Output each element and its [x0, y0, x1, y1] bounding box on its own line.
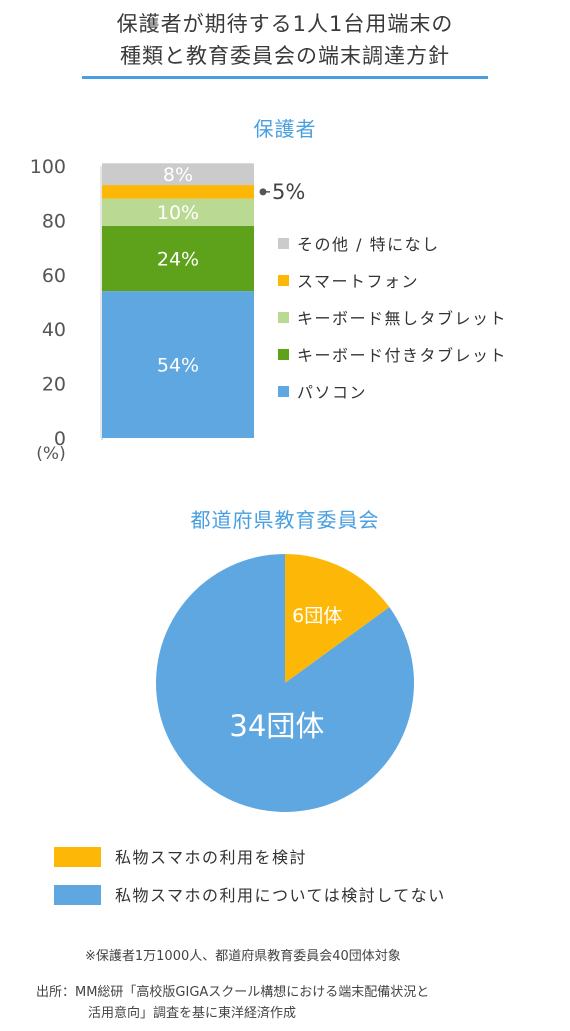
bar-data-label: 5%	[272, 180, 305, 204]
bar-data-label: 24%	[157, 248, 199, 270]
bar-chart-title: 保護者	[253, 117, 317, 141]
y-tick-label: 0	[54, 428, 66, 450]
legend-label: キーボード付きタブレット	[297, 346, 507, 365]
bar-segment-2	[102, 198, 254, 226]
pie-data-label: 34団体	[229, 709, 324, 743]
y-tick-label: 60	[42, 265, 66, 287]
footnote-sample: ※保護者1万1000人、都道府県教育委員会40団体対象	[85, 949, 401, 964]
bar-segment-1	[102, 225, 254, 292]
legend-label: パソコン	[297, 383, 367, 402]
pie-data-label: 6団体	[292, 605, 342, 627]
legend-swatch	[278, 386, 289, 397]
y-tick-label: 40	[42, 319, 66, 341]
y-axis-unit-label: (%)	[36, 444, 65, 464]
legend-label: 私物スマホの利用については検討してない	[115, 886, 446, 905]
y-tick-label: 100	[30, 156, 66, 178]
title-underline	[82, 76, 488, 79]
bar-data-label: 8%	[163, 164, 193, 186]
legend-label: キーボード無しタブレット	[297, 309, 507, 328]
pie-slice-1	[156, 554, 414, 812]
bar-segment-0	[102, 291, 254, 438]
bar-data-label: 54%	[157, 355, 199, 377]
footnote-source-line1: 出所：MM総研「高校版GIGAスクール構想における端末配備状況と	[36, 985, 430, 1000]
bar-data-label: 10%	[157, 202, 199, 224]
legend-label: 私物スマホの利用を検討	[115, 848, 307, 867]
footnote-source-line2: 活用意向」調査を基に東洋経済作成	[88, 1006, 297, 1021]
legend-swatch	[54, 885, 101, 905]
legend-swatch	[278, 312, 289, 323]
legend-label: スマートフォン	[297, 272, 419, 291]
legend-swatch	[54, 847, 101, 867]
y-tick-label: 20	[42, 374, 66, 396]
y-tick-label: 80	[42, 210, 66, 232]
pie-chart-title: 都道府県教育委員会	[190, 508, 380, 532]
legend-swatch	[278, 275, 289, 286]
pie-slice-0	[285, 554, 390, 683]
bar-segment-3	[102, 185, 254, 199]
bar-segment-4	[102, 163, 254, 186]
legend-swatch	[278, 238, 289, 249]
chart-title-line1: 保護者が期待する1人1台用端末の	[116, 12, 454, 36]
chart-title-line2: 種類と教育委員会の端末調達方針	[120, 44, 450, 68]
legend-label: その他 / 特になし	[297, 235, 440, 254]
legend-swatch	[278, 349, 289, 360]
